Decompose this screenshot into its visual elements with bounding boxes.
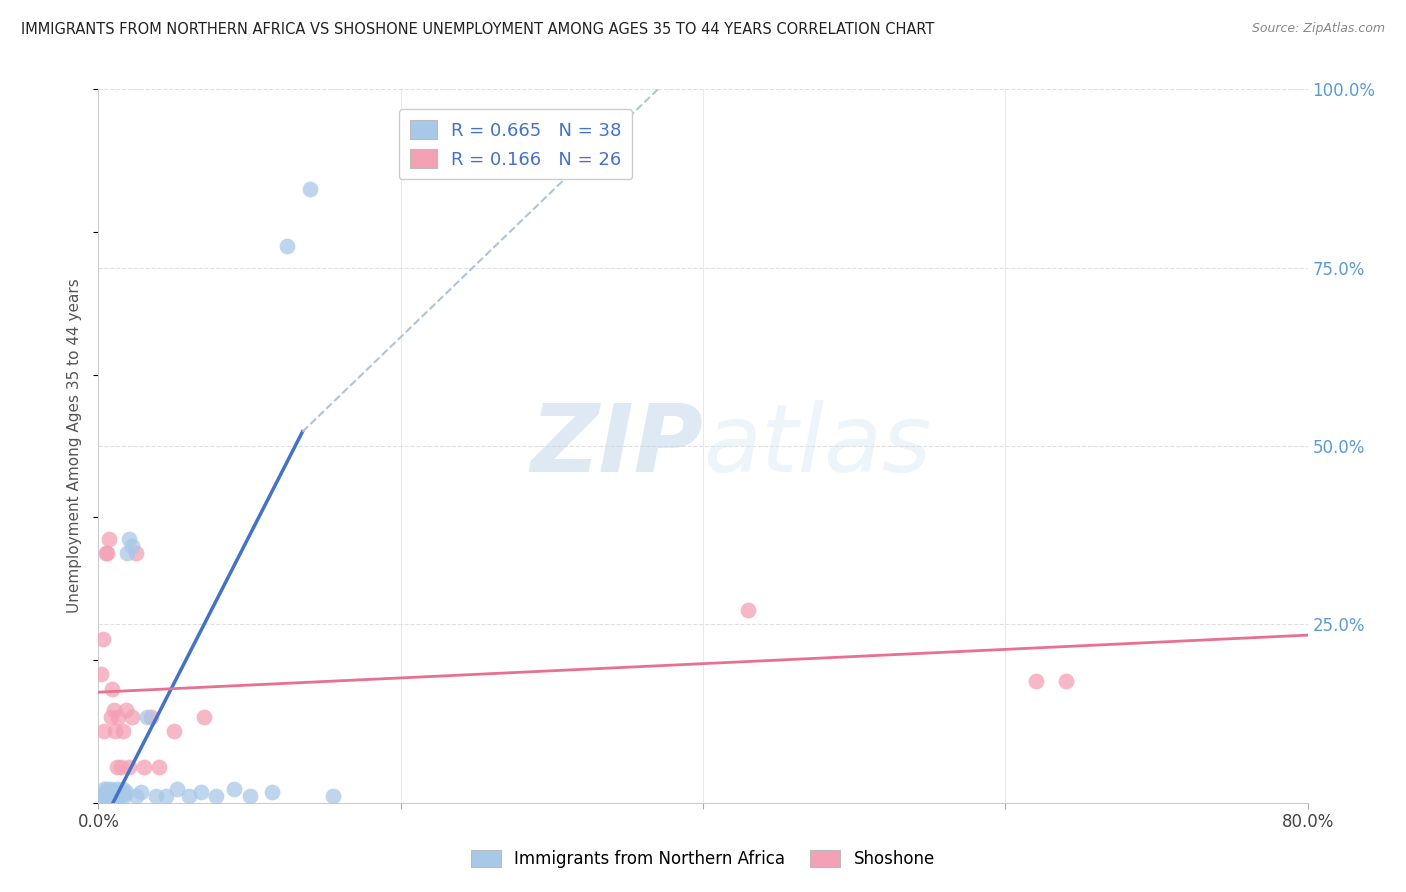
Point: [148, 760, 170, 774]
Point: [118, 532, 141, 546]
Point: [104, 789, 127, 803]
Point: [111, 781, 134, 796]
Point: [94, 785, 117, 799]
Point: [163, 724, 186, 739]
Point: [125, 789, 148, 803]
Point: [737, 603, 759, 617]
Point: [101, 789, 124, 803]
Point: [125, 546, 148, 560]
Point: [322, 789, 344, 803]
Point: [91, 632, 114, 646]
Point: [105, 760, 128, 774]
Point: [110, 760, 132, 774]
Point: [114, 785, 136, 799]
Point: [129, 785, 152, 799]
Point: [118, 760, 141, 774]
Text: Source: ZipAtlas.com: Source: ZipAtlas.com: [1251, 22, 1385, 36]
Point: [141, 710, 163, 724]
Point: [101, 681, 124, 696]
Point: [96, 546, 118, 560]
Point: [224, 781, 246, 796]
Point: [98, 785, 121, 799]
Point: [145, 789, 167, 803]
Point: [100, 781, 122, 796]
Text: IMMIGRANTS FROM NORTHERN AFRICA VS SHOSHONE UNEMPLOYMENT AMONG AGES 35 TO 44 YEA: IMMIGRANTS FROM NORTHERN AFRICA VS SHOSH…: [21, 22, 935, 37]
Point: [100, 710, 122, 724]
Point: [262, 785, 284, 799]
Point: [205, 789, 228, 803]
Point: [98, 789, 121, 803]
Point: [132, 760, 155, 774]
Point: [1054, 674, 1077, 689]
Point: [155, 789, 177, 803]
Text: ZIP: ZIP: [530, 400, 703, 492]
Point: [94, 546, 117, 560]
Point: [166, 781, 188, 796]
Y-axis label: Unemployment Among Ages 35 to 44 years: Unemployment Among Ages 35 to 44 years: [67, 278, 83, 614]
Point: [107, 789, 129, 803]
Point: [121, 539, 143, 553]
Point: [239, 789, 262, 803]
Legend: Immigrants from Northern Africa, Shoshone: Immigrants from Northern Africa, Shoshon…: [464, 843, 942, 875]
Point: [115, 546, 138, 560]
Point: [104, 724, 127, 739]
Point: [93, 781, 115, 796]
Point: [135, 710, 157, 724]
Point: [114, 703, 136, 717]
Point: [93, 789, 115, 803]
Point: [107, 710, 129, 724]
Point: [276, 239, 298, 253]
Point: [108, 785, 131, 799]
Point: [110, 789, 132, 803]
Point: [96, 781, 118, 796]
Point: [103, 785, 125, 799]
Point: [121, 710, 143, 724]
Point: [105, 781, 128, 796]
Text: atlas: atlas: [703, 401, 931, 491]
Legend: R = 0.665   N = 38, R = 0.166   N = 26: R = 0.665 N = 38, R = 0.166 N = 26: [399, 109, 633, 179]
Point: [190, 785, 212, 799]
Point: [91, 789, 114, 803]
Point: [96, 789, 118, 803]
Point: [111, 724, 134, 739]
Point: [193, 710, 215, 724]
Point: [93, 724, 115, 739]
Point: [179, 789, 201, 803]
Point: [112, 789, 135, 803]
Point: [94, 789, 117, 803]
Point: [1024, 674, 1046, 689]
Point: [299, 182, 322, 196]
Point: [103, 703, 125, 717]
Point: [90, 667, 112, 681]
Point: [98, 532, 121, 546]
